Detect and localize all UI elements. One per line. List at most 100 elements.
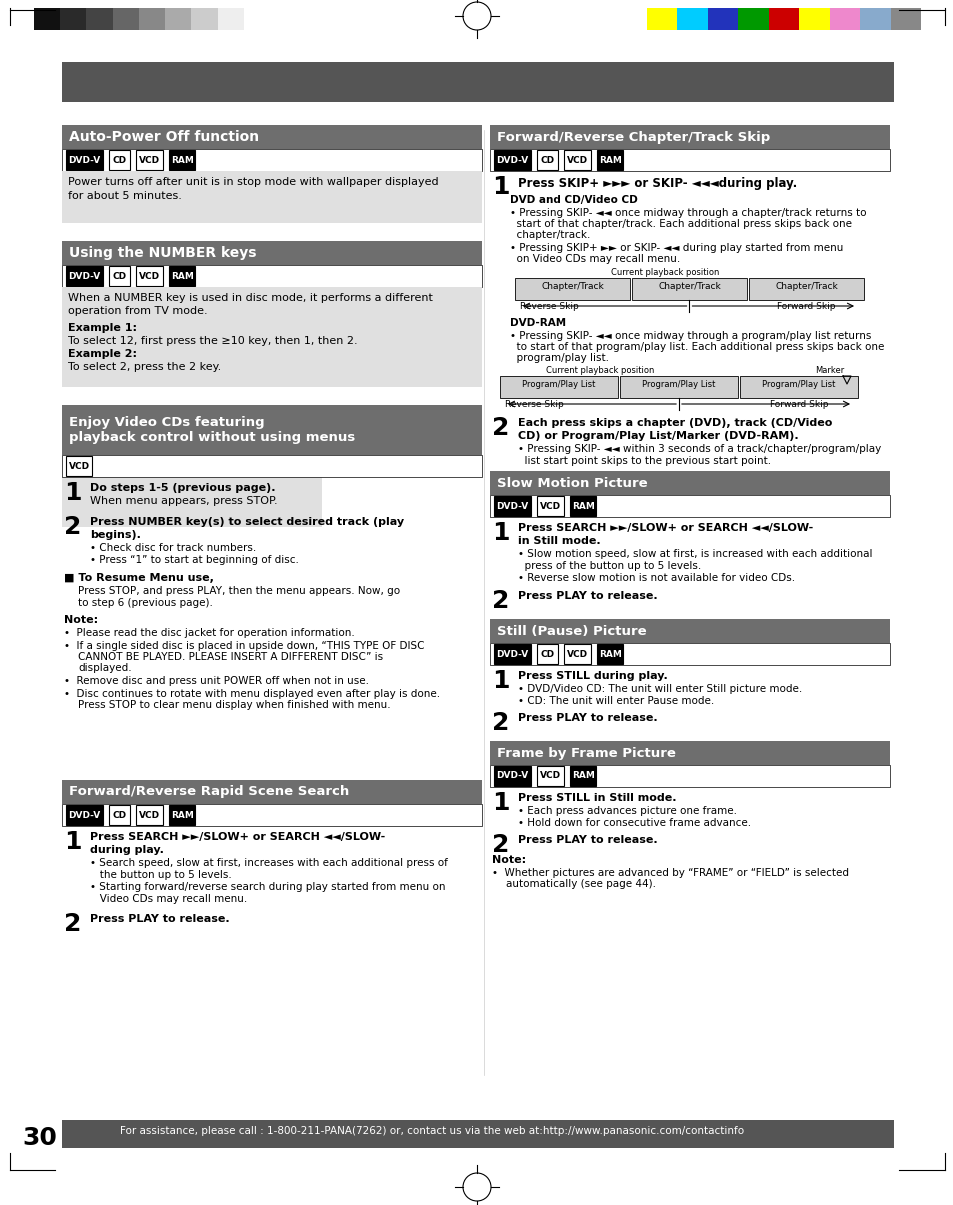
Text: • Reverse slow motion is not available for video CDs.: • Reverse slow motion is not available f…: [517, 574, 794, 583]
Text: Current playback position: Current playback position: [610, 268, 719, 277]
Text: Example 2:: Example 2:: [68, 349, 137, 359]
Text: DVD-V: DVD-V: [497, 155, 528, 165]
Text: in Still mode.: in Still mode.: [517, 536, 600, 546]
Text: DVD-V: DVD-V: [497, 771, 528, 781]
Text: 1: 1: [492, 790, 509, 815]
Text: •  Whether pictures are advanced by “FRAME” or “FIELD” is selected: • Whether pictures are advanced by “FRAM…: [492, 868, 848, 878]
Bar: [62, 1119, 893, 1148]
Text: press of the button up to 5 levels.: press of the button up to 5 levels.: [517, 562, 700, 571]
Text: Using the NUMBER keys: Using the NUMBER keys: [69, 246, 256, 260]
Bar: [537, 496, 563, 516]
Text: RAM: RAM: [171, 271, 193, 281]
Text: To select 12, first press the ≥10 key, then 1, then 2.: To select 12, first press the ≥10 key, t…: [68, 336, 357, 346]
Bar: [677, 8, 707, 30]
Text: Forward Skip: Forward Skip: [777, 302, 835, 311]
Text: 2: 2: [64, 912, 81, 936]
Text: For assistance, please call : 1-800-211-PANA(7262) or, contact us via the web at: For assistance, please call : 1-800-211-…: [120, 1125, 743, 1136]
Text: RAM: RAM: [571, 771, 594, 781]
Bar: [889, 8, 920, 30]
Text: •  If a single sided disc is placed in upside down, “THIS TYPE OF DISC: • If a single sided disc is placed in up…: [64, 641, 424, 651]
Bar: [62, 780, 481, 804]
Text: • Starting forward/reverse search during play started from menu on: • Starting forward/reverse search during…: [90, 882, 445, 892]
Bar: [136, 266, 163, 286]
Text: • Pressing SKIP- ◄◄ within 3 seconds of a track/chapter/program/play: • Pressing SKIP- ◄◄ within 3 seconds of …: [517, 443, 881, 454]
Bar: [537, 643, 558, 664]
Text: start of that chapter/track. Each additional press skips back one: start of that chapter/track. Each additi…: [510, 219, 851, 229]
Text: • Hold down for consecutive frame advance.: • Hold down for consecutive frame advanc…: [517, 818, 750, 828]
Text: CD: CD: [540, 155, 555, 165]
Bar: [631, 278, 746, 300]
Bar: [829, 8, 860, 30]
Text: DVD and CD/Video CD: DVD and CD/Video CD: [510, 195, 638, 205]
Text: Reverse Skip: Reverse Skip: [519, 302, 578, 311]
Text: CD: CD: [112, 155, 127, 165]
Text: Press NUMBER key(s) to select desired track (play: Press NUMBER key(s) to select desired tr…: [90, 517, 404, 527]
Bar: [169, 149, 195, 170]
Text: ■ To Resume Menu use,: ■ To Resume Menu use,: [64, 574, 213, 583]
Bar: [34, 8, 60, 30]
Bar: [110, 266, 131, 286]
Text: • Check disc for track numbers.: • Check disc for track numbers.: [90, 543, 256, 553]
Text: Power turns off after unit is in stop mode with wallpaper displayed: Power turns off after unit is in stop mo…: [68, 177, 438, 187]
Text: Press PLAY to release.: Press PLAY to release.: [517, 590, 657, 601]
Bar: [537, 149, 558, 170]
Text: DVD-V: DVD-V: [69, 271, 101, 281]
Text: DVD-RAM: DVD-RAM: [510, 318, 565, 328]
Bar: [169, 266, 195, 286]
Bar: [490, 471, 889, 495]
Text: Chapter/Track: Chapter/Track: [540, 282, 603, 290]
Text: chapter/track.: chapter/track.: [510, 230, 590, 240]
Text: RAM: RAM: [171, 811, 193, 819]
Text: 1: 1: [492, 521, 509, 545]
Text: on Video CDs may recall menu.: on Video CDs may recall menu.: [510, 254, 679, 264]
Text: • Each press advances picture one frame.: • Each press advances picture one frame.: [517, 806, 737, 816]
Text: Chapter/Track: Chapter/Track: [774, 282, 837, 290]
Text: the button up to 5 levels.: the button up to 5 levels.: [90, 870, 232, 880]
Text: 1: 1: [64, 481, 81, 505]
Bar: [112, 8, 139, 30]
Bar: [165, 8, 192, 30]
Text: Chapter/Track: Chapter/Track: [658, 282, 720, 290]
Text: 1: 1: [492, 175, 509, 199]
Bar: [564, 149, 590, 170]
Text: list start point skips to the previous start point.: list start point skips to the previous s…: [517, 455, 770, 466]
Bar: [597, 149, 623, 170]
Text: •  Remove disc and press unit POWER off when not in use.: • Remove disc and press unit POWER off w…: [64, 676, 369, 686]
Bar: [62, 287, 481, 387]
Text: RAM: RAM: [171, 155, 193, 165]
Text: CD: CD: [112, 271, 127, 281]
Bar: [490, 125, 889, 149]
Text: •  Please read the disc jacket for operation information.: • Please read the disc jacket for operat…: [64, 628, 355, 637]
Bar: [60, 8, 87, 30]
Text: • DVD/Video CD: The unit will enter Still picture mode.: • DVD/Video CD: The unit will enter Stil…: [517, 684, 801, 694]
Bar: [62, 405, 481, 455]
Text: Press SEARCH ►►/SLOW+ or SEARCH ◄◄/SLOW-: Press SEARCH ►►/SLOW+ or SEARCH ◄◄/SLOW-: [517, 523, 812, 533]
Bar: [537, 766, 563, 786]
Text: Auto-Power Off function: Auto-Power Off function: [69, 130, 259, 145]
Text: 2: 2: [492, 416, 509, 440]
Bar: [569, 766, 596, 786]
Text: Forward Skip: Forward Skip: [769, 400, 827, 408]
Text: CD) or Program/Play List/Marker (DVD-RAM).: CD) or Program/Play List/Marker (DVD-RAM…: [517, 431, 798, 441]
Text: Video CDs may recall menu.: Video CDs may recall menu.: [90, 894, 247, 904]
Bar: [646, 8, 677, 30]
Text: to start of that program/play list. Each additional press skips back one: to start of that program/play list. Each…: [510, 342, 883, 352]
Text: Note:: Note:: [492, 856, 525, 865]
Bar: [738, 8, 768, 30]
Text: Press STILL during play.: Press STILL during play.: [517, 671, 667, 681]
Bar: [62, 125, 481, 149]
Text: 2: 2: [492, 589, 509, 613]
Text: CD: CD: [112, 811, 127, 819]
Bar: [494, 643, 531, 664]
Text: 1: 1: [492, 669, 509, 693]
Bar: [597, 643, 623, 664]
Text: 30: 30: [23, 1125, 57, 1150]
Bar: [66, 455, 92, 476]
Text: during play.: during play.: [90, 845, 164, 856]
Bar: [490, 619, 889, 643]
Text: for about 5 minutes.: for about 5 minutes.: [68, 192, 182, 201]
Bar: [490, 495, 889, 517]
Bar: [192, 8, 217, 30]
Text: • CD: The unit will enter Pause mode.: • CD: The unit will enter Pause mode.: [517, 696, 714, 706]
Bar: [768, 8, 799, 30]
